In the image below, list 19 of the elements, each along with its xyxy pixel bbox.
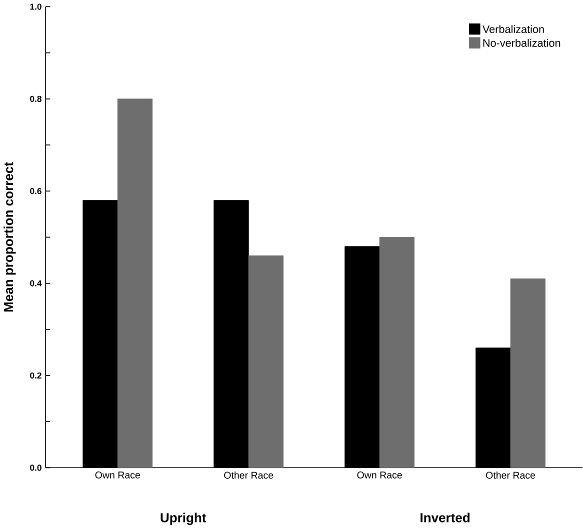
text: Upright xyxy=(160,512,206,526)
y-tick-label: 0.6 xyxy=(30,188,42,194)
y-tick-label: 0.0 xyxy=(30,464,42,471)
bar xyxy=(379,237,415,468)
text: Inverted xyxy=(420,512,470,523)
bar xyxy=(510,278,546,468)
legend-label: No-verbalization xyxy=(483,39,560,48)
x-tick-label: Other Race xyxy=(224,472,274,479)
y-axis-title: Mean proportion correct xyxy=(4,162,16,312)
legend-label: Verbalization xyxy=(482,25,544,34)
x-tick-label: Other Race xyxy=(486,472,536,479)
x-tick-label: Own Race xyxy=(357,472,402,479)
y-tick-label: 0.4 xyxy=(30,280,42,287)
x-tick-label: Own Race xyxy=(95,472,140,479)
y-tick-label: 0.2 xyxy=(30,372,42,379)
y-tick-label: 1.0 xyxy=(30,4,42,10)
bar xyxy=(248,256,284,468)
bar xyxy=(117,98,153,468)
y-tick-label: 0.8 xyxy=(30,96,42,102)
